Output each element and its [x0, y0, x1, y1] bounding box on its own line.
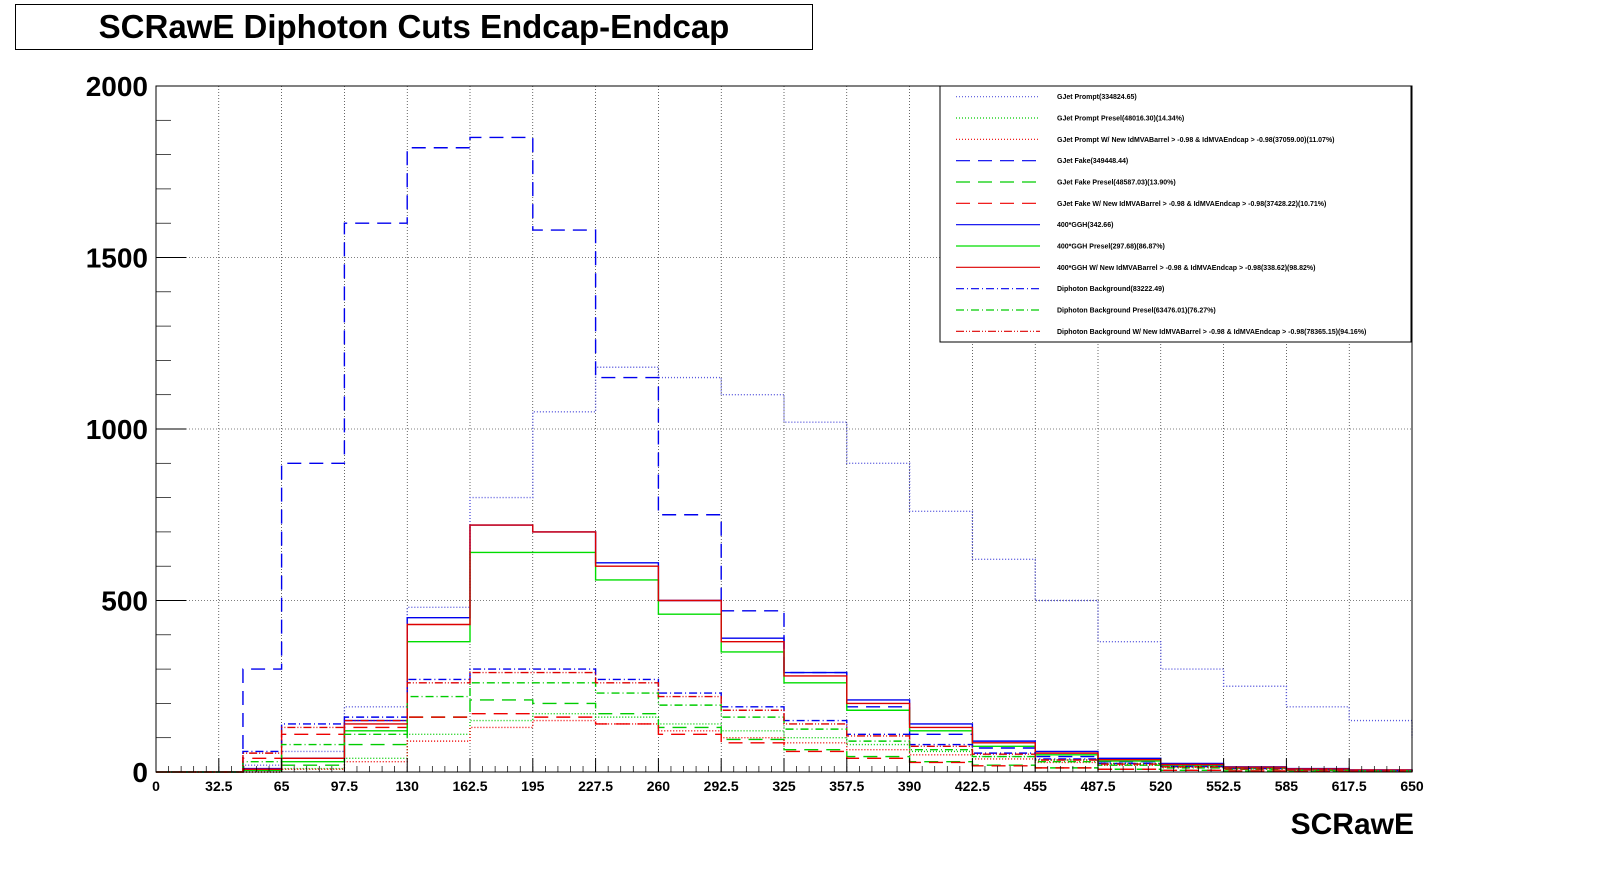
legend-entry: 400*GGH(342.66) [1057, 222, 1113, 229]
chart-title-box: SCRawE Diphoton Cuts Endcap-Endcap [15, 4, 813, 50]
series-line [156, 712, 1413, 773]
x-tick-label: 617.5 [1332, 778, 1367, 794]
x-tick-label: 552.5 [1206, 778, 1241, 794]
y-tick-label: 1000 [86, 414, 148, 445]
legend-entry: Diphoton Background W/ New IdMVABarrel >… [1057, 329, 1366, 336]
x-tick-label: 195 [521, 778, 545, 794]
legend-entry: GJet Fake(349448.44) [1057, 158, 1128, 165]
x-tick-label: 32.5 [205, 778, 232, 794]
chart-title: SCRawE Diphoton Cuts Endcap-Endcap [98, 8, 730, 45]
legend-layer: GJet Prompt(334824.65) GJet Prompt Presel… [939, 85, 1412, 343]
x-tick-label: 97.5 [331, 778, 358, 794]
legend-entry: 400*GGH W/ New IdMVABarrel > -0.98 & IdM… [1057, 265, 1315, 272]
x-axis-label: SCRawE [1290, 808, 1414, 841]
x-tick-label: 130 [396, 778, 420, 794]
x-tick-label: 585 [1275, 778, 1299, 794]
x-tick-label: 422.5 [955, 778, 990, 794]
x-tick-label: 650 [1400, 778, 1424, 794]
x-tick-label: 260 [647, 778, 671, 794]
x-tick-label: 65 [274, 778, 290, 794]
y-tick-label: 1500 [86, 243, 148, 274]
y-tick-label: 500 [101, 586, 148, 617]
x-tick-label: 292.5 [704, 778, 739, 794]
x-tick-label: 520 [1149, 778, 1173, 794]
series-line [156, 719, 1413, 773]
series-line [156, 366, 1413, 773]
x-tick-label: 227.5 [578, 778, 613, 794]
legend-entry: GJet Prompt(334824.65) [1057, 94, 1137, 101]
legend-entry: Diphoton Background Presel(63476.01)(76.… [1057, 308, 1216, 315]
axis-layer: 0 32.5 65 97.5 130 162.5 195 227.5 260 292.5 325 35… [86, 71, 1424, 794]
legend-entry: GJet Fake W/ New IdMVABarrel > -0.98 & I… [1057, 201, 1326, 208]
x-tick-label: 162.5 [452, 778, 487, 794]
x-tick-label: 390 [898, 778, 922, 794]
legend-entry: GJet Prompt W/ New IdMVABarrel > -0.98 &… [1057, 137, 1335, 144]
legend-entry: GJet Prompt Presel(48016.30)(14.34%) [1057, 116, 1184, 123]
x-tick-label: 487.5 [1080, 778, 1115, 794]
y-tick-label: 0 [132, 757, 148, 788]
x-tick-label: 0 [152, 778, 160, 794]
y-tick-label: 2000 [86, 71, 148, 102]
legend-box [939, 85, 1412, 343]
x-tick-label: 455 [1024, 778, 1048, 794]
legend-entry: 400*GGH Presel(297.68)(86.87%) [1057, 244, 1165, 251]
legend-entry: GJet Fake Presel(48587.03)(13.90%) [1057, 180, 1176, 187]
x-tick-label: 325 [772, 778, 796, 794]
legend-entry: Diphoton Background(83222.49) [1057, 286, 1164, 293]
x-tick-label: 357.5 [829, 778, 864, 794]
